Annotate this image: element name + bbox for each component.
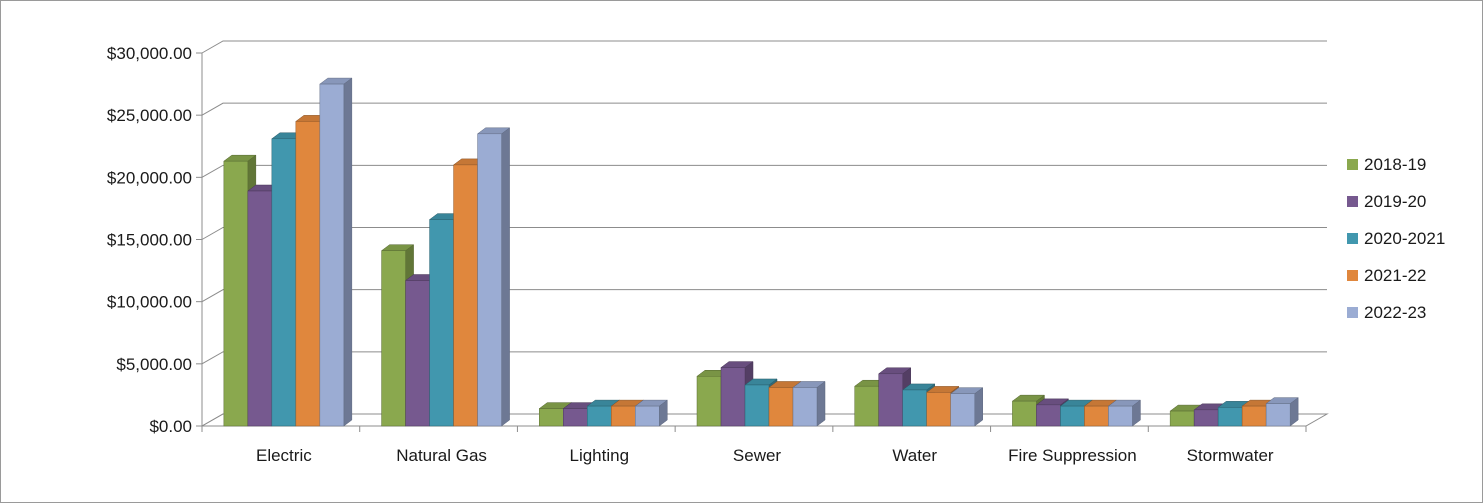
bar	[1266, 398, 1298, 426]
gridline	[202, 290, 1327, 302]
bar-front	[769, 387, 793, 426]
gridline	[202, 352, 1327, 364]
bar-front	[478, 134, 502, 426]
bar-front	[563, 409, 587, 426]
legend-swatch	[1347, 307, 1358, 318]
legend-item: 2019-20	[1347, 192, 1426, 211]
bar-front	[697, 376, 721, 426]
y-tick-label: $0.00	[149, 417, 192, 436]
bar-front	[721, 368, 745, 426]
bar	[1108, 400, 1140, 426]
y-tick-label: $5,000.00	[116, 355, 192, 374]
y-axis-tick-labels: $0.00 $5,000.00 $10,000.00 $15,000.00 $20,00…	[107, 44, 192, 436]
bar-front	[793, 387, 817, 426]
bar-front	[406, 281, 430, 426]
legend-swatch	[1347, 159, 1358, 170]
bar-side	[975, 388, 983, 426]
bar-front	[320, 84, 344, 426]
x-tick-label: Natural Gas	[396, 446, 487, 465]
bar-front	[1266, 404, 1290, 426]
legend-swatch	[1347, 233, 1358, 244]
y-tick-label: $25,000.00	[107, 106, 192, 125]
legend-swatch	[1347, 270, 1358, 281]
y-tick-label: $20,000.00	[107, 168, 192, 187]
bar-front	[272, 139, 296, 426]
bar	[951, 388, 983, 426]
y-tick-label: $10,000.00	[107, 293, 192, 312]
bar-front	[879, 374, 903, 426]
bar	[320, 78, 352, 426]
bar	[635, 400, 667, 426]
bar-front	[539, 409, 563, 426]
bar-front	[224, 161, 248, 426]
bar-front	[248, 191, 272, 426]
x-tick-label: Sewer	[733, 446, 782, 465]
bar-front	[296, 121, 320, 426]
bar-side	[502, 128, 510, 426]
bar-front	[1084, 406, 1108, 426]
bar-front	[382, 251, 406, 426]
x-axis-tick-labels: Electric Natural Gas Lighting Sewer Water Fir…	[202, 426, 1306, 465]
bars	[224, 78, 1298, 426]
legend: 2018-19 2019-20 2020-2021 2021-22 2022-23	[1347, 155, 1445, 322]
bar	[793, 381, 825, 426]
legend-item: 2022-23	[1347, 303, 1426, 322]
gridlines	[196, 41, 1327, 426]
legend-item: 2018-19	[1347, 155, 1426, 174]
bar-front	[1170, 411, 1194, 426]
legend-item: 2021-22	[1347, 266, 1426, 285]
legend-label: 2021-22	[1364, 266, 1426, 285]
bar-front	[611, 406, 635, 426]
bar-front	[1060, 406, 1084, 426]
bar-side	[817, 381, 825, 426]
legend-swatch	[1347, 196, 1358, 207]
bar-front	[1218, 407, 1242, 426]
y-tick-label: $15,000.00	[107, 231, 192, 250]
bar-front	[855, 386, 879, 426]
bar-front	[1036, 405, 1060, 426]
bar-front	[951, 394, 975, 426]
legend-label: 2020-2021	[1364, 229, 1445, 248]
bar-front	[1108, 406, 1132, 426]
bar-front	[903, 390, 927, 426]
legend-item: 2020-2021	[1347, 229, 1445, 248]
legend-label: 2018-19	[1364, 155, 1426, 174]
gridline	[202, 228, 1327, 240]
bar	[478, 128, 510, 426]
legend-label: 2022-23	[1364, 303, 1426, 322]
chart-walls	[202, 53, 1327, 426]
bar-front	[927, 392, 951, 426]
gridline	[202, 165, 1327, 177]
x-tick-label: Electric	[256, 446, 312, 465]
bar-front	[1194, 410, 1218, 426]
bar-side	[344, 78, 352, 426]
bar-front	[1242, 406, 1266, 426]
bar-front	[430, 220, 454, 426]
x-tick-label: Fire Suppression	[1008, 446, 1137, 465]
x-tick-label: Water	[892, 446, 937, 465]
y-tick-label: $30,000.00	[107, 44, 192, 63]
bar-front	[1012, 401, 1036, 426]
x-tick-label: Stormwater	[1187, 446, 1274, 465]
x-tick-label: Lighting	[570, 446, 630, 465]
legend-label: 2019-20	[1364, 192, 1426, 211]
gridline	[202, 103, 1327, 115]
bar-front	[587, 406, 611, 426]
bar-front	[635, 406, 659, 426]
gridline	[202, 41, 1327, 53]
bar-front	[454, 165, 478, 426]
bar-front	[745, 385, 769, 426]
